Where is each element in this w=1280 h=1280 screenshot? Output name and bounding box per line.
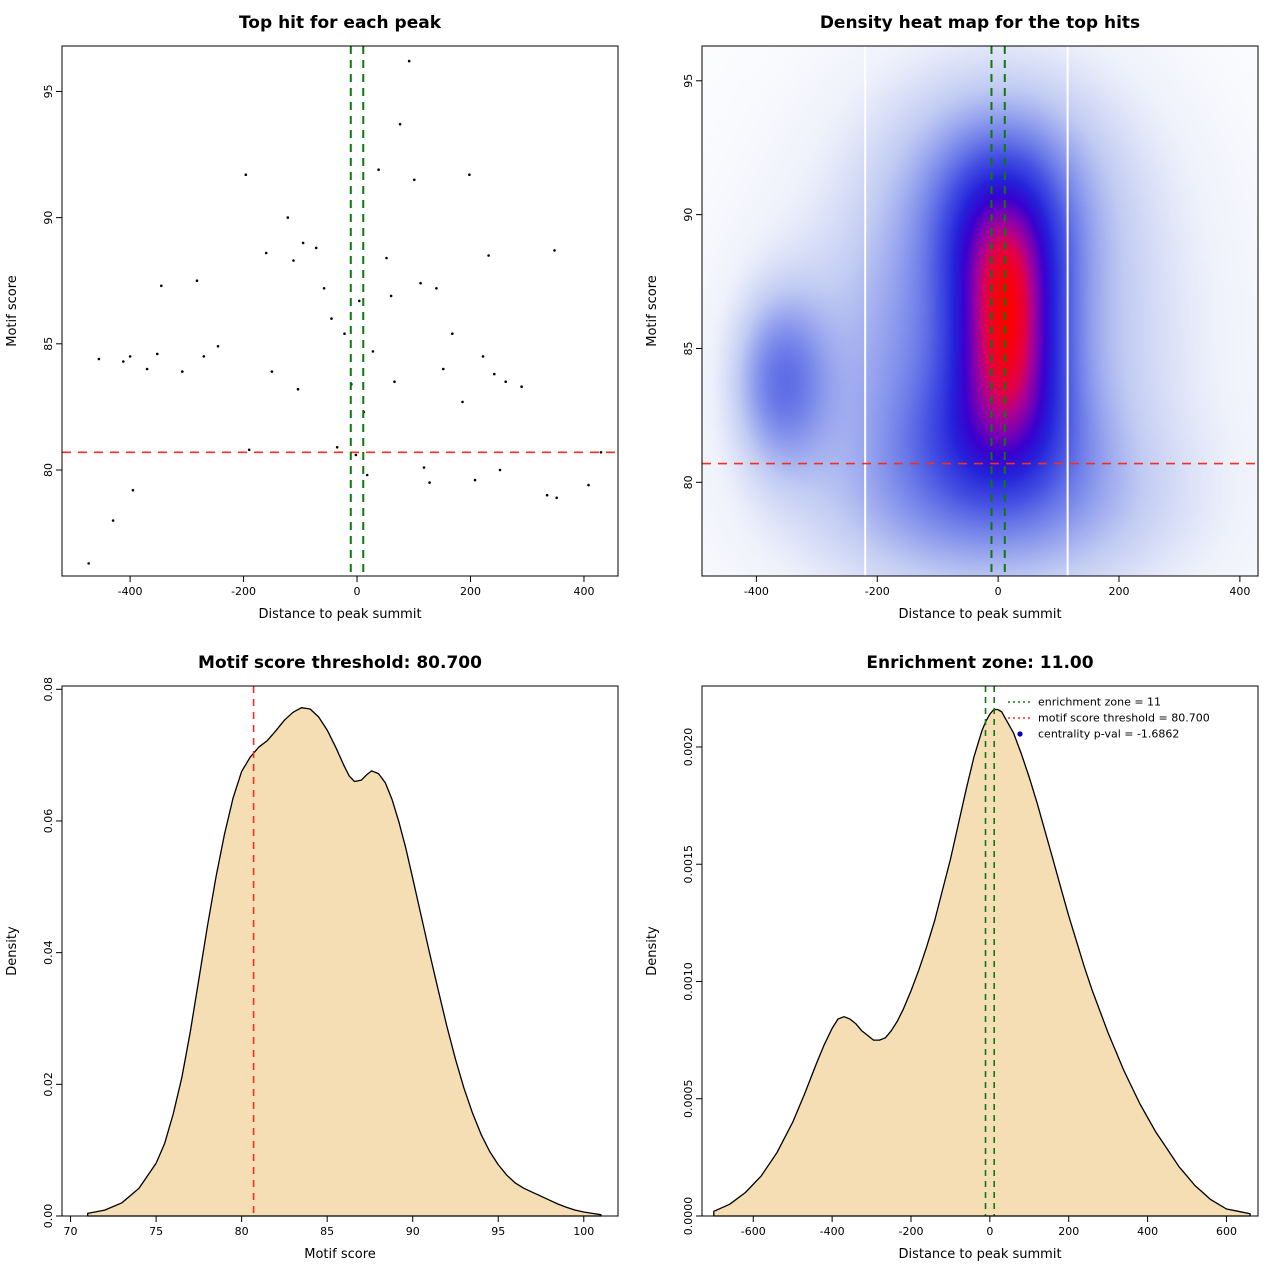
svg-text:-600: -600	[741, 1225, 766, 1238]
score-density-panel: 70 75 80 85 90 95 100 0.00 0.02 0.04 0.06 0.08 Moti…	[0, 640, 640, 1280]
scatter-plot: -400 -200 0 200 400 80 85 90 95 Top hit for each…	[5, 13, 619, 622]
svg-text:95: 95	[491, 1225, 505, 1238]
svg-text:0: 0	[995, 585, 1002, 598]
svg-text:-400: -400	[118, 585, 143, 598]
x-axis-label: Distance to peak summit	[258, 607, 421, 622]
chart-title: Enrichment zone: 11.00	[866, 653, 1093, 673]
svg-text:0.04: 0.04	[42, 940, 55, 965]
svg-text:-200: -200	[865, 585, 890, 598]
svg-text:0.08: 0.08	[42, 677, 55, 702]
svg-text:95: 95	[682, 74, 695, 88]
distance-density-plot: enrichment zone = 11 motif score threshol…	[645, 653, 1259, 1262]
svg-text:95: 95	[42, 84, 55, 98]
svg-text:600: 600	[1216, 1225, 1237, 1238]
svg-text:0.0000: 0.0000	[682, 1197, 695, 1236]
svg-text:0.06: 0.06	[42, 809, 55, 834]
svg-text:200: 200	[1058, 1225, 1079, 1238]
score-density-plot: 70 75 80 85 90 95 100 0.00 0.02 0.04 0.06 0.08 Moti…	[5, 653, 619, 1262]
svg-text:90: 90	[406, 1225, 420, 1238]
chart-title: Density heat map for the top hits	[820, 13, 1140, 33]
svg-text:0: 0	[986, 1225, 993, 1238]
svg-text:100: 100	[573, 1225, 594, 1238]
svg-text:motif score threshold = 80.700: motif score threshold = 80.700	[1038, 712, 1210, 725]
svg-text:enrichment zone = 11: enrichment zone = 11	[1038, 696, 1161, 709]
svg-text:0.0005: 0.0005	[682, 1079, 695, 1118]
svg-text:90: 90	[42, 211, 55, 225]
y-axis-label: Motif score	[645, 275, 660, 347]
svg-text:0.0020: 0.0020	[682, 728, 695, 767]
scatter-panel: -400 -200 0 200 400 80 85 90 95 Top hit for each…	[0, 0, 640, 640]
svg-text:400: 400	[1229, 585, 1250, 598]
chart-title: Top hit for each peak	[239, 13, 442, 33]
svg-text:85: 85	[42, 337, 55, 351]
svg-text:80: 80	[42, 463, 55, 477]
svg-text:-200: -200	[231, 585, 256, 598]
svg-text:80: 80	[235, 1225, 249, 1238]
svg-text:200: 200	[460, 585, 481, 598]
svg-text:400: 400	[1137, 1225, 1158, 1238]
svg-text:centrality p-val = -1.6862: centrality p-val = -1.6862	[1038, 728, 1179, 741]
svg-text:400: 400	[573, 585, 594, 598]
svg-text:75: 75	[149, 1225, 163, 1238]
svg-text:0: 0	[354, 585, 361, 598]
svg-text:-200: -200	[899, 1225, 924, 1238]
distance-density-panel: enrichment zone = 11 motif score threshol…	[640, 640, 1280, 1280]
heatmap-panel: -400 -200 0 200 400 80 85 90 95 Density heat map…	[640, 0, 1280, 640]
svg-text:200: 200	[1109, 585, 1130, 598]
svg-text:90: 90	[682, 208, 695, 222]
svg-text:-400: -400	[744, 585, 769, 598]
x-axis-label: Distance to peak summit	[898, 1247, 1061, 1262]
heatmap-plot: -400 -200 0 200 400 80 85 90 95 Density heat map…	[645, 13, 1259, 622]
svg-text:0.00: 0.00	[42, 1204, 55, 1229]
x-axis-label: Distance to peak summit	[898, 607, 1061, 622]
density-heatmap-canvas	[702, 46, 1258, 576]
svg-text:-400: -400	[820, 1225, 845, 1238]
chart-title: Motif score threshold: 80.700	[198, 653, 482, 673]
svg-text:80: 80	[682, 475, 695, 489]
y-axis-label: Motif score	[5, 275, 20, 347]
svg-text:85: 85	[320, 1225, 334, 1238]
svg-text:85: 85	[682, 341, 695, 355]
svg-text:0.0015: 0.0015	[682, 845, 695, 884]
svg-text:0.02: 0.02	[42, 1072, 55, 1097]
x-axis-label: Motif score	[304, 1247, 376, 1262]
svg-text:70: 70	[64, 1225, 78, 1238]
y-axis-label: Density	[5, 926, 20, 976]
y-axis-label: Density	[645, 926, 660, 976]
svg-text:0.0010: 0.0010	[682, 962, 695, 1001]
